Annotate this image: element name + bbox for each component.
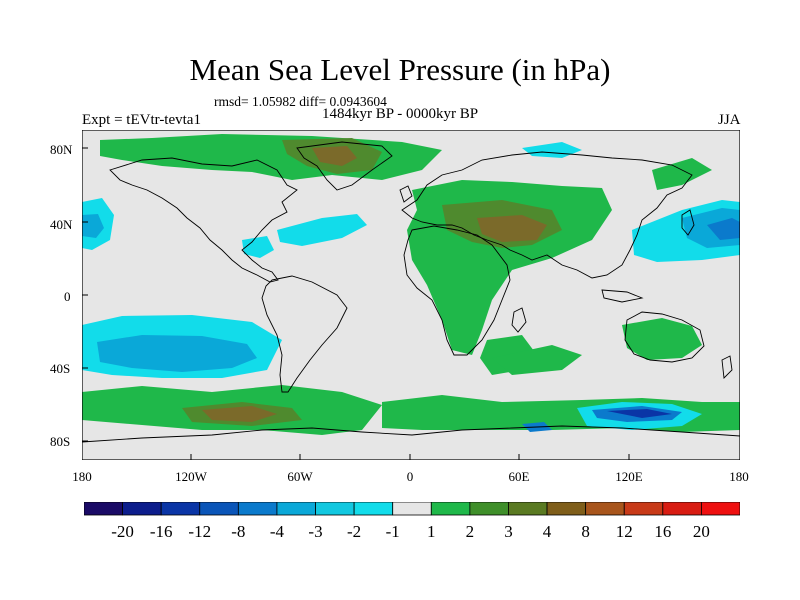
colorbar-box <box>546 502 587 516</box>
colorbar-label: 16 <box>654 522 672 541</box>
colorbar-box <box>315 502 355 516</box>
new-zealand-coast <box>721 355 733 379</box>
colorbar-box <box>353 502 394 516</box>
colorbar-label: 3 <box>504 522 513 541</box>
antarctic-brown <box>202 406 277 422</box>
europe-asia-coast <box>401 151 693 279</box>
colorbar-box <box>392 502 432 516</box>
south-america-coast <box>261 275 348 393</box>
lat-label-80n: 80N <box>50 142 73 157</box>
colorbar-label: 4 <box>542 522 552 541</box>
colorbar-box <box>237 502 278 516</box>
lat-label-40n: 40N <box>50 217 73 232</box>
south-indian-green <box>492 345 582 375</box>
colorbar-label: -1 <box>385 522 400 541</box>
colorbar-label: 12 <box>615 522 633 541</box>
lat-label-0: 0 <box>64 289 71 304</box>
colorbar-box <box>662 502 702 516</box>
lat-label-40s: 40S <box>50 361 71 376</box>
colorbar-box <box>199 502 239 516</box>
period-label: 1484kyr BP - 0000kyr BP <box>322 106 479 122</box>
chart-title: Mean Sea Level Pressure (in hPa) <box>189 52 611 87</box>
colorbar-label: -12 <box>188 522 212 541</box>
colorbar-label: 20 <box>692 522 710 541</box>
madagascar-coast <box>511 307 527 333</box>
north-atlantic-cyan <box>277 214 367 246</box>
greenland-brown <box>312 146 357 166</box>
gulf-cyan <box>242 236 274 258</box>
colorbar-box <box>430 502 471 516</box>
colorbar-label: -3 <box>308 522 323 541</box>
colorbar-box <box>469 502 509 516</box>
north-pacific-east-core <box>707 218 740 240</box>
coastlines <box>82 141 740 443</box>
japan-coast <box>681 209 695 236</box>
australia-green <box>622 318 702 360</box>
colorbar-label: 2 <box>465 522 475 541</box>
lon-label-120w: 120W <box>175 469 207 484</box>
stats-text: rmsd= 1.05982 diff= 0.0943604 <box>214 94 387 109</box>
map-ticks <box>82 147 630 460</box>
lat-label-80s: 80S <box>50 434 71 449</box>
lon-label-0: 0 <box>406 469 414 484</box>
season-label: JJA <box>718 112 741 128</box>
australia-coast <box>624 311 705 363</box>
lon-label-180w: 180 <box>72 469 92 484</box>
colorbar <box>84 502 740 516</box>
indonesia-coast <box>601 289 644 303</box>
colorbar-box <box>276 502 316 516</box>
lon-label-120e: 120E <box>615 469 643 484</box>
experiment-label: Expt = tEVtr-tevta1 <box>82 112 201 128</box>
uk-coast <box>399 185 413 203</box>
antarctic-ross-core <box>607 409 672 418</box>
lon-label-60w: 60W <box>287 469 313 484</box>
colorbar-box <box>160 502 201 516</box>
colorbar-box <box>84 502 123 516</box>
colorbar-label: -4 <box>269 522 285 541</box>
colorbar-box <box>585 502 625 516</box>
colorbar-label: -16 <box>149 522 173 541</box>
north-pacific-west-blue <box>82 214 104 238</box>
pacific-east-green <box>652 158 712 190</box>
colorbar-label: -8 <box>231 522 246 541</box>
colorbar-box <box>508 502 548 516</box>
colorbar-label: 8 <box>581 522 590 541</box>
colorbar-box <box>623 502 664 516</box>
pressure-anomaly-map <box>82 130 740 460</box>
lon-label-60e: 60E <box>508 469 530 484</box>
colorbar-label: -20 <box>111 522 134 541</box>
antarctica-coast <box>82 425 740 443</box>
colorbar-box <box>701 502 740 516</box>
colorbar-box <box>122 502 162 516</box>
north-america-coast <box>109 157 298 283</box>
south-pacific-blue <box>97 335 257 372</box>
lon-label-180e: 180 <box>729 469 749 484</box>
greenland-coast <box>296 141 393 191</box>
tibet-brown <box>477 215 547 242</box>
colorbar-label: -2 <box>347 522 362 541</box>
africa-coast <box>403 225 511 356</box>
colorbar-label: 1 <box>427 522 436 541</box>
